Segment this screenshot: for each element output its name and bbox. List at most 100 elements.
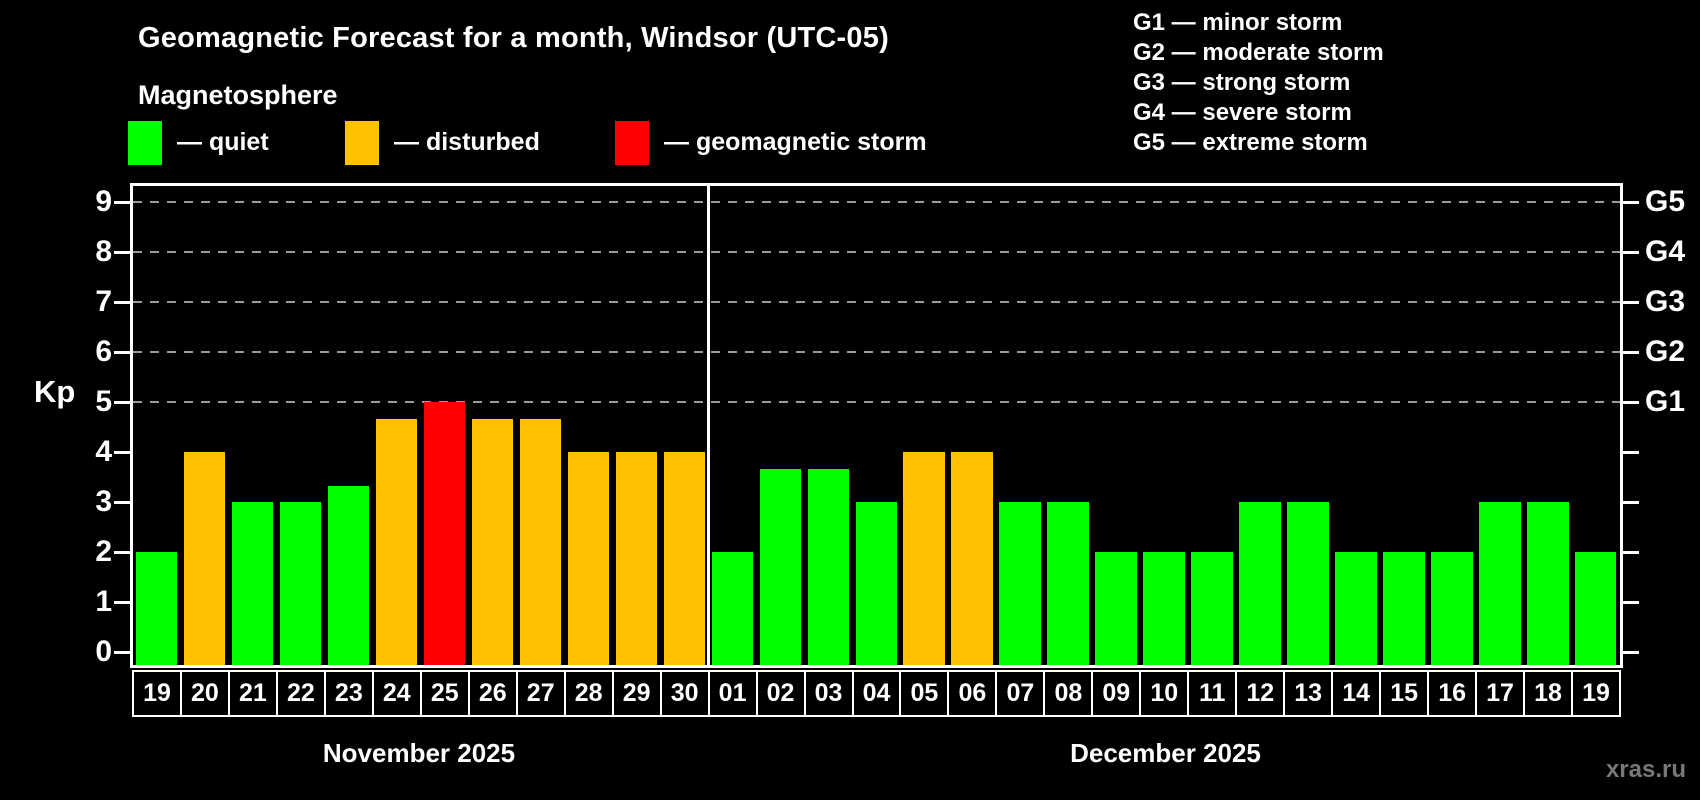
right-axis-tick-6	[1623, 351, 1639, 354]
g-legend-line-g3: G3 — strong storm	[1133, 69, 1351, 96]
date-axis-row: 19 20 21 22 23 24 25 26 27 28 29 30 01 02 03 04 05 06 07 08…	[130, 670, 1623, 717]
kp-bar-dec-10	[1143, 552, 1185, 665]
y-tick-label-8: 8	[95, 235, 112, 268]
gridline-kp9	[133, 201, 1620, 203]
g-axis-label-g1: G1	[1645, 385, 1686, 418]
y-tick-label-0: 0	[95, 635, 112, 668]
kp-bar-dec-17	[1479, 502, 1521, 665]
date-label-dec-09: 09	[1091, 670, 1142, 717]
date-label-nov-25: 25	[419, 670, 470, 717]
kp-bar-dec-12	[1239, 502, 1281, 665]
date-label-dec-16: 16	[1427, 670, 1478, 717]
g-legend-line-g5: G5 — extreme storm	[1133, 129, 1368, 156]
legend-item-quiet: — quiet	[128, 120, 269, 165]
kp-bar-dec-14	[1335, 552, 1377, 665]
date-label-dec-13: 13	[1283, 670, 1334, 717]
left-axis-tick-1	[114, 601, 130, 604]
kp-bar-dec-01	[711, 552, 754, 665]
left-axis-tick-5	[114, 401, 130, 404]
date-label-dec-01: 01	[707, 670, 758, 717]
kp-bar-nov-29	[615, 452, 658, 665]
date-label-dec-02: 02	[755, 670, 806, 717]
kp-bar-dec-05	[903, 452, 945, 665]
legend-label-quiet: — quiet	[177, 128, 269, 156]
kp-bar-nov-20	[183, 452, 226, 665]
y-tick-label-7: 7	[95, 285, 112, 318]
date-label-dec-19: 19	[1571, 670, 1621, 717]
date-label-nov-19: 19	[132, 670, 182, 717]
kp-bar-nov-26	[471, 418, 514, 665]
kp-bar-dec-19	[1575, 552, 1617, 665]
kp-bar-nov-21	[231, 502, 274, 665]
kp-bar-nov-30	[663, 452, 706, 665]
date-label-dec-08: 08	[1043, 670, 1094, 717]
left-axis-tick-6	[114, 351, 130, 354]
g-legend-line-g1: G1 — minor storm	[1133, 9, 1343, 36]
month-label-december: December 2025	[1070, 738, 1261, 768]
date-label-dec-04: 04	[851, 670, 902, 717]
chart-subtitle: Magnetosphere	[138, 80, 338, 110]
legend-item-storm: — geomagnetic storm	[615, 120, 927, 165]
date-label-nov-28: 28	[563, 670, 614, 717]
date-label-dec-06: 06	[947, 670, 998, 717]
left-axis-tick-2	[114, 551, 130, 554]
plot-area	[130, 183, 1623, 668]
kp-bar-dec-09	[1095, 552, 1137, 665]
kp-bar-dec-16	[1431, 552, 1473, 665]
right-axis-tick-8	[1623, 251, 1639, 254]
y-tick-label-3: 3	[95, 485, 112, 518]
month-divider-line	[707, 186, 711, 665]
right-axis-tick-0	[1623, 651, 1639, 654]
date-label-nov-24: 24	[371, 670, 422, 717]
right-axis-tick-3	[1623, 501, 1639, 504]
month-label-november: November 2025	[322, 738, 516, 768]
g-axis-label-g2: G2	[1645, 335, 1686, 368]
date-label-dec-17: 17	[1475, 670, 1526, 717]
kp-bar-nov-25	[423, 402, 466, 665]
watermark-xras: xras.ru	[1605, 756, 1686, 783]
gridline-kp7	[133, 301, 1620, 303]
page-title: Geomagnetic Forecast for a month, Windso…	[138, 22, 889, 54]
date-label-dec-14: 14	[1331, 670, 1382, 717]
gridline-kp6	[133, 351, 1620, 353]
date-label-nov-26: 26	[467, 670, 518, 717]
g-axis-label-g3: G3	[1645, 285, 1686, 318]
kp-bar-nov-27	[519, 418, 562, 665]
date-label-dec-12: 12	[1235, 670, 1286, 717]
date-label-dec-10: 10	[1139, 670, 1190, 717]
date-label-dec-15: 15	[1379, 670, 1430, 717]
gridline-kp5	[133, 401, 1620, 403]
kp-bar-dec-06	[951, 452, 993, 665]
date-label-nov-30: 30	[659, 670, 710, 717]
kp-bar-dec-18	[1527, 502, 1569, 665]
left-axis-tick-0	[114, 651, 130, 654]
kp-bar-dec-04	[855, 502, 897, 665]
right-axis-tick-5	[1623, 401, 1639, 404]
date-label-nov-22: 22	[275, 670, 326, 717]
kp-bar-nov-19	[136, 552, 178, 665]
date-label-nov-27: 27	[515, 670, 566, 717]
disturbed-color-swatch	[345, 120, 379, 165]
date-label-dec-03: 03	[803, 670, 854, 717]
right-axis-tick-7	[1623, 301, 1639, 304]
g-legend-line-g2: G2 — moderate storm	[1133, 39, 1384, 66]
g-axis-label-g4: G4	[1645, 235, 1686, 268]
left-axis-tick-3	[114, 501, 130, 504]
kp-bar-nov-24	[375, 418, 418, 665]
kp-bar-dec-03	[807, 468, 849, 665]
y-tick-label-2: 2	[95, 535, 112, 568]
kp-bar-nov-23	[327, 485, 370, 665]
left-axis-tick-4	[114, 451, 130, 454]
g-scale-legend: G1 — minor storm G2 — moderate storm G3 …	[1133, 8, 1384, 158]
right-axis-tick-9	[1623, 201, 1639, 204]
right-axis-tick-4	[1623, 451, 1639, 454]
kp-bar-dec-15	[1383, 552, 1425, 665]
date-label-dec-18: 18	[1523, 670, 1574, 717]
y-tick-label-9: 9	[95, 185, 112, 218]
kp-bar-dec-11	[1191, 552, 1233, 665]
y-tick-label-4: 4	[95, 435, 112, 468]
date-label-nov-23: 23	[323, 670, 374, 717]
g-legend-line-g4: G4 — severe storm	[1133, 99, 1352, 126]
y-tick-label-5: 5	[95, 385, 112, 418]
